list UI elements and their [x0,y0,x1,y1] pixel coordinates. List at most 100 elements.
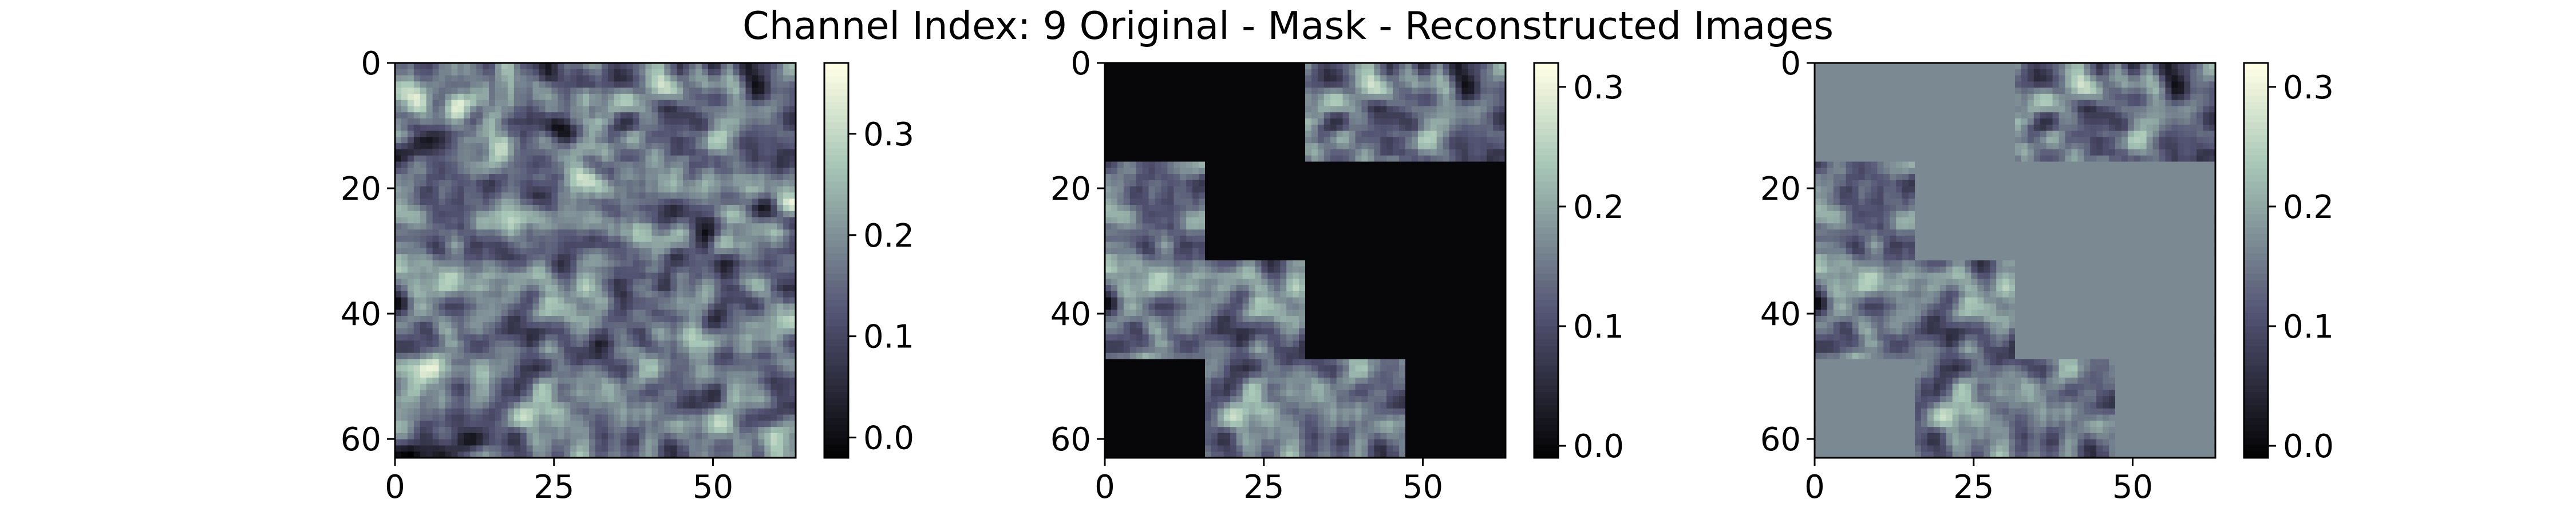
pixel-cell [789,223,796,230]
pixel-cell [639,149,646,156]
pixel-cell [507,161,515,168]
pixel-cell [1223,100,1231,107]
pixel-cell [589,192,596,199]
pixel-cell [683,112,690,119]
pixel-cell [583,297,590,304]
pixel-cell [583,421,590,427]
pixel-cell [783,100,790,107]
pixel-cell [633,272,640,279]
pixel-cell [583,383,590,391]
pixel-cell [520,260,527,267]
pixel-cell [413,352,421,360]
pixel-cell [1280,75,1287,82]
pixel-cell [651,93,658,101]
pixel-cell [495,316,502,323]
pixel-cell [558,204,564,212]
pixel-cell [476,334,483,341]
pixel-cell [464,445,471,452]
pixel-cell [1436,112,1444,119]
pixel-cell [733,414,740,421]
pixel-cell [420,427,427,434]
pixel-cell [683,439,690,446]
pixel-cell [526,143,534,150]
pixel-cell [708,322,715,329]
pixel-cell [607,248,615,255]
pixel-cell [420,291,427,298]
pixel-cell [457,272,464,279]
pixel-cell [539,383,546,391]
pixel-cell [576,106,583,113]
pixel-cell [551,303,558,310]
pixel-cell [708,192,715,199]
pixel-cell [752,130,758,137]
pixel-cell [1230,75,1237,82]
pixel-cell [701,279,709,286]
pixel-cell [701,272,709,279]
pixel-cell [733,297,740,304]
pixel-cell [771,359,777,366]
pixel-cell [445,340,452,347]
pixel-cell [426,137,433,144]
pixel-cell [745,297,753,304]
pixel-cell [1468,81,1475,88]
pixel-cell [589,143,596,150]
pixel-cell [595,248,602,255]
pixel-cell [1499,130,1506,137]
pixel-cell [1361,81,1368,88]
pixel-cell [708,352,715,360]
pixel-cell [413,303,421,310]
pixel-cell [614,143,621,150]
pixel-cell [651,241,658,249]
pixel-cell [739,421,746,427]
pixel-cell [595,199,602,205]
pixel-cell [626,340,634,347]
pixel-cell [558,316,564,323]
pixel-cell [752,223,758,230]
pixel-cell [595,402,602,409]
pixel-cell [777,161,784,168]
pixel-cell [1430,100,1437,107]
pixel-cell [783,439,790,446]
pixel-cell [539,63,546,70]
pixel-cell [733,445,740,452]
pixel-cell [470,359,477,366]
pixel-cell [583,112,590,119]
pixel-cell [633,149,640,156]
pixel-cell [607,260,615,267]
pixel-cell [1443,100,1450,107]
pixel-cell [489,303,496,310]
pixel-cell [501,254,508,261]
pixel-cell [789,303,796,310]
pixel-cell [726,143,734,150]
pixel-cell [539,112,546,119]
colorbar-segment [824,385,848,393]
pixel-cell [708,359,715,366]
pixel-cell [401,229,408,236]
pixel-cell [1223,69,1231,76]
pixel-cell [739,155,746,163]
pixel-cell [1199,81,1206,88]
pixel-cell [764,402,771,409]
pixel-cell [726,291,734,298]
pixel-cell [532,93,540,101]
pixel-cell [777,93,784,101]
pixel-cell [1255,100,1262,107]
pixel-cell [752,75,758,82]
pixel-cell [464,229,471,236]
pixel-cell [658,414,665,421]
pixel-cell [633,155,640,163]
pixel-cell [476,118,483,125]
pixel-cell [1136,69,1143,76]
pixel-cell [1330,112,1337,119]
pixel-cell [532,118,540,125]
pixel-cell [520,235,527,243]
pixel-cell [520,161,527,168]
pixel-cell [438,328,446,335]
pixel-cell [714,279,721,286]
pixel-cell [413,266,421,274]
pixel-cell [1217,100,1224,107]
pixel-cell [545,328,552,335]
pixel-cell [413,279,421,286]
pixel-cell [520,143,527,150]
pixel-cell [651,260,658,267]
